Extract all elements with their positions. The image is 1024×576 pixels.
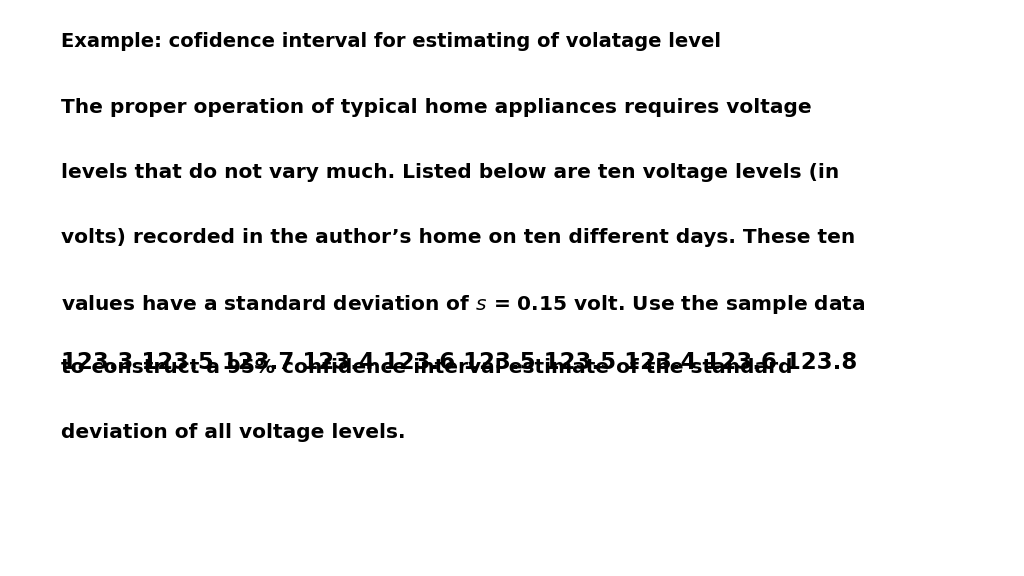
Text: 123.3 123.5 123.7 123.4 123.6 123.5 123.5 123.4 123.6 123.8: 123.3 123.5 123.7 123.4 123.6 123.5 123.… (61, 351, 858, 374)
Text: values have a standard deviation of $\mathit{s}$ = 0.15 volt. Use the sample dat: values have a standard deviation of $\ma… (61, 293, 866, 316)
Text: The proper operation of typical home appliances requires voltage: The proper operation of typical home app… (61, 98, 812, 117)
Text: volts) recorded in the author’s home on ten different days. These ten: volts) recorded in the author’s home on … (61, 228, 856, 247)
Text: levels that do not vary much. Listed below are ten voltage levels (in: levels that do not vary much. Listed bel… (61, 163, 840, 182)
Text: to construct a 95% confidence interval estimate of the standard: to construct a 95% confidence interval e… (61, 358, 793, 377)
Text: deviation of all voltage levels.: deviation of all voltage levels. (61, 423, 406, 442)
Text: Example: cofidence interval for estimating of volatage level: Example: cofidence interval for estimati… (61, 32, 722, 51)
